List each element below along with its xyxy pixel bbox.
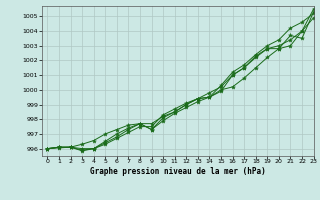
X-axis label: Graphe pression niveau de la mer (hPa): Graphe pression niveau de la mer (hPa) bbox=[90, 167, 266, 176]
